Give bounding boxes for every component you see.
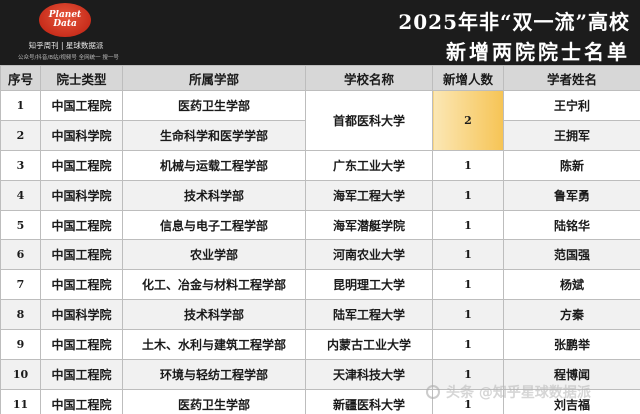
table-row: 2 中国科学院 生命科学和医学学部 王拥军	[0, 119, 640, 151]
cell-count: 1	[432, 299, 504, 331]
col-header-school: 学校名称	[305, 65, 433, 91]
cell-name: 方秦	[503, 299, 640, 331]
cell-division: 医药卫生学部	[122, 90, 306, 121]
slogan-sub: 公众号/抖音/B站/视频号 全网统一 搜一号	[18, 55, 119, 61]
cell-type: 中国工程院	[40, 329, 123, 361]
header-banner: Planet Data 知乎周刊 | 星球数据派 公众号/抖音/B站/视频号 全…	[0, 0, 640, 65]
cell-division: 化工、冶金与材料工程学部	[122, 269, 306, 301]
cell-index: 3	[0, 149, 41, 181]
table-row: 3 中国工程院 机械与运载工程学部 广东工业大学 1 陈新	[0, 149, 640, 181]
logo-text-line2: Data	[53, 19, 77, 29]
cell-count: 1	[432, 179, 504, 211]
cell-division: 环境与轻纺工程学部	[122, 359, 306, 390]
table-header-row: 序号 院士类型 所属学部 学校名称 新增人数 学者姓名	[0, 65, 640, 91]
cell-name: 王拥军	[503, 119, 640, 151]
cell-type: 中国科学院	[40, 179, 123, 211]
cell-division: 生命科学和医学学部	[122, 119, 306, 151]
cell-division: 土木、水利与建筑工程学部	[122, 329, 306, 361]
cell-division: 技术科学部	[122, 299, 306, 331]
cell-school: 广东工业大学	[305, 149, 433, 181]
cell-type: 中国工程院	[40, 388, 123, 414]
cell-name: 陈新	[503, 149, 640, 181]
cell-school: 海军工程大学	[305, 179, 433, 211]
cell-name: 鲁军勇	[503, 179, 640, 211]
table-row: 9 中国工程院 土木、水利与建筑工程学部 内蒙古工业大学 1 张鹏举	[0, 329, 640, 361]
cell-name: 陆铭华	[503, 209, 640, 241]
cell-index: 9	[0, 329, 41, 361]
cell-division: 医药卫生学部	[122, 388, 306, 414]
table-row: 1 中国工程院 医药卫生学部 首都医科大学 2 王宁利	[0, 90, 640, 151]
table-row: 10 中国工程院 环境与轻纺工程学部 天津科技大学 1 程博闻	[0, 359, 640, 390]
cell-index: 10	[0, 359, 41, 390]
cell-count: 1	[432, 239, 504, 271]
cell-count: 1	[432, 329, 504, 361]
cell-type: 中国科学院	[40, 299, 123, 331]
cell-index: 2	[0, 119, 41, 151]
cell-count: 1	[432, 149, 504, 181]
col-header-type: 院士类型	[40, 65, 123, 91]
col-header-name: 学者姓名	[503, 65, 640, 91]
logo-text-line1: Planet	[48, 10, 82, 20]
cell-name: 范国强	[503, 239, 640, 271]
cell-index: 7	[0, 269, 41, 301]
cell-type: 中国工程院	[40, 239, 123, 271]
cell-name: 刘吉福	[503, 388, 640, 414]
page-title-line1: 2025年非“双一流”高校	[398, 10, 630, 34]
cell-name: 杨斌	[503, 269, 640, 301]
cell-index: 6	[0, 239, 41, 271]
cell-name: 王宁利	[503, 90, 640, 121]
cell-count-merged: 2	[432, 90, 504, 151]
col-header-index: 序号	[0, 65, 41, 91]
cell-division: 信息与电子工程学部	[122, 209, 306, 241]
cell-school-merged: 首都医科大学	[305, 90, 433, 151]
cell-school: 新疆医科大学	[305, 388, 433, 414]
cell-type: 中国工程院	[40, 90, 123, 121]
academician-table: 序号 院士类型 所属学部 学校名称 新增人数 学者姓名 1 中国工程院 医药卫生…	[0, 65, 640, 414]
cell-index: 11	[0, 388, 41, 414]
cell-index: 8	[0, 299, 41, 331]
cell-division: 技术科学部	[122, 179, 306, 211]
cell-division: 机械与运载工程学部	[122, 149, 306, 181]
cell-school: 海军潜艇学院	[305, 209, 433, 241]
cell-school: 内蒙古工业大学	[305, 329, 433, 361]
cell-school: 天津科技大学	[305, 359, 433, 390]
cell-index: 5	[0, 209, 41, 241]
table-row: 6 中国工程院 农业学部 河南农业大学 1 范国强	[0, 239, 640, 271]
cell-school: 昆明理工大学	[305, 269, 433, 301]
planet-data-logo: Planet Data	[39, 3, 91, 37]
col-header-count: 新增人数	[432, 65, 504, 91]
cell-count: 1	[432, 359, 504, 390]
cell-type: 中国工程院	[40, 149, 123, 181]
cell-type: 中国工程院	[40, 269, 123, 301]
cell-division: 农业学部	[122, 239, 306, 271]
cell-index: 4	[0, 179, 41, 211]
cell-type: 中国科学院	[40, 119, 123, 151]
cell-count: 1	[432, 388, 504, 414]
table-row: 5 中国工程院 信息与电子工程学部 海军潜艇学院 1 陆铭华	[0, 209, 640, 241]
cell-school: 陆军工程大学	[305, 299, 433, 331]
cell-type: 中国工程院	[40, 209, 123, 241]
table-row: 11 中国工程院 医药卫生学部 新疆医科大学 1 刘吉福	[0, 388, 640, 414]
col-header-division: 所属学部	[122, 65, 306, 91]
table-row: 8 中国科学院 技术科学部 陆军工程大学 1 方秦	[0, 299, 640, 331]
cell-name: 程博闻	[503, 359, 640, 390]
cell-name: 张鹏举	[503, 329, 640, 361]
cell-count: 1	[432, 209, 504, 241]
slogan-main: 知乎周刊 | 星球数据派	[28, 41, 104, 50]
table-row: 7 中国工程院 化工、冶金与材料工程学部 昆明理工大学 1 杨斌	[0, 269, 640, 301]
cell-school: 河南农业大学	[305, 239, 433, 271]
cell-index: 1	[0, 90, 41, 121]
page-title-line2: 新增两院院士名单	[446, 40, 630, 64]
table-row: 4 中国科学院 技术科学部 海军工程大学 1 鲁军勇	[0, 179, 640, 211]
cell-type: 中国工程院	[40, 359, 123, 390]
cell-count: 1	[432, 269, 504, 301]
